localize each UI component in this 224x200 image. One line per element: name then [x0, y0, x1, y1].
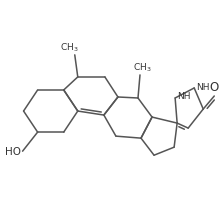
Text: CH$_3$: CH$_3$ — [133, 61, 151, 74]
Text: NH: NH — [196, 83, 210, 92]
Text: O: O — [210, 81, 219, 94]
Text: CH$_3$: CH$_3$ — [60, 41, 79, 54]
Text: NH: NH — [177, 92, 191, 101]
Text: HO: HO — [4, 147, 21, 157]
